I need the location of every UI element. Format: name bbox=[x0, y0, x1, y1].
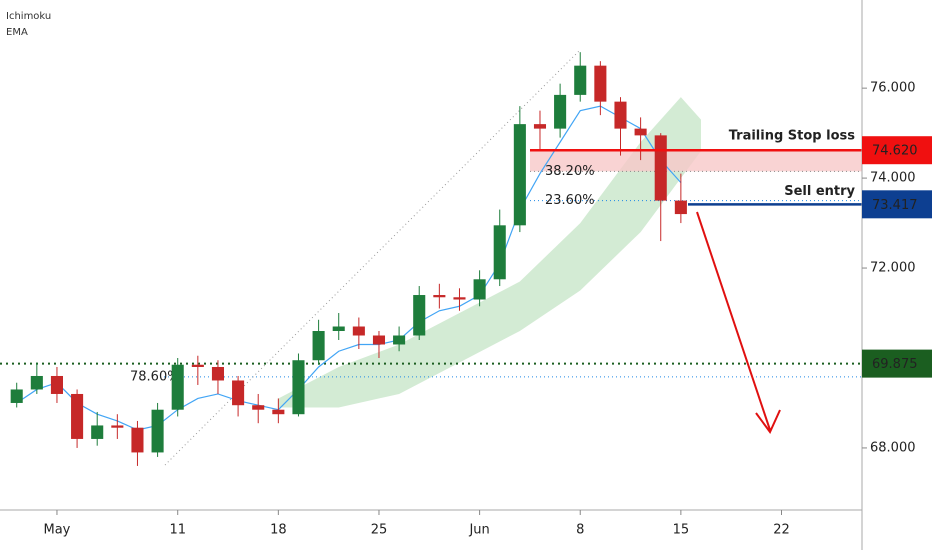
candle-body bbox=[332, 326, 345, 332]
candle-body bbox=[654, 135, 667, 201]
x-tick-label: May bbox=[44, 523, 71, 538]
indicator-label: EMA bbox=[6, 27, 28, 38]
x-tick-label: 25 bbox=[371, 523, 388, 538]
indicator-label: Ichimoku bbox=[6, 11, 51, 22]
y-tick-label: 74.000 bbox=[870, 171, 916, 186]
candle-body bbox=[10, 389, 23, 403]
level-layer: 38.20% 23.60% 78.60% bbox=[0, 150, 862, 384]
candle-body bbox=[473, 279, 486, 300]
candle-body bbox=[554, 94, 567, 129]
candle-body bbox=[634, 128, 647, 136]
price-box bbox=[862, 349, 932, 378]
fib-label: 78.60% bbox=[130, 369, 180, 384]
fib-label: 23.60% bbox=[545, 193, 595, 208]
candle-body bbox=[272, 409, 285, 415]
x-tick-label: 15 bbox=[673, 523, 690, 538]
candle-body bbox=[312, 331, 325, 361]
price-label: 74.620 bbox=[872, 144, 918, 159]
y-tick-label: 68.000 bbox=[870, 440, 916, 455]
candle-body bbox=[30, 375, 43, 390]
candle-body bbox=[252, 405, 265, 410]
candle-body bbox=[413, 295, 426, 336]
candle-body bbox=[171, 364, 184, 410]
price-box bbox=[862, 190, 932, 219]
sell-text: Sell entry bbox=[784, 184, 855, 199]
stop-text: Trailing Stop loss bbox=[729, 129, 856, 144]
candle-body bbox=[513, 124, 526, 226]
x-tick-label: 8 bbox=[576, 523, 584, 538]
candle-body bbox=[433, 295, 446, 298]
x-tick-label: Jun bbox=[468, 523, 489, 538]
candle-body bbox=[151, 409, 164, 453]
candle-body bbox=[594, 65, 607, 102]
arrow-head bbox=[755, 409, 781, 434]
y-tick-label: 72.000 bbox=[870, 261, 916, 276]
price-label: 69.875 bbox=[872, 357, 918, 372]
main-layer: Trailing Stop loss Sell entry bbox=[10, 52, 862, 466]
candle-body bbox=[614, 101, 627, 129]
candle-body bbox=[493, 225, 506, 280]
axis-layer: 68.000 72.000 74.000 76.000 74.620 73.417 69.8… bbox=[44, 81, 932, 538]
candle-body bbox=[50, 375, 63, 394]
candle-body bbox=[372, 335, 386, 345]
x-tick-label: 22 bbox=[773, 523, 790, 538]
stop-zone bbox=[530, 150, 862, 172]
candle-body bbox=[232, 380, 245, 406]
candle-body bbox=[453, 297, 466, 300]
candle-body bbox=[674, 200, 687, 215]
candle-body bbox=[91, 425, 104, 439]
ema-line bbox=[16, 105, 682, 431]
candle-body bbox=[352, 326, 365, 336]
price-label: 73.417 bbox=[872, 198, 918, 213]
candle-body bbox=[71, 393, 84, 439]
y-tick-label: 76.000 bbox=[870, 81, 916, 96]
candle-body bbox=[191, 364, 204, 367]
candle-body bbox=[574, 65, 587, 95]
price-box bbox=[862, 136, 932, 165]
candle-body bbox=[292, 360, 305, 415]
fib-label: 38.20% bbox=[545, 164, 595, 179]
candle-body bbox=[393, 335, 406, 345]
x-tick-label: 18 bbox=[270, 523, 287, 538]
candle-body bbox=[131, 427, 144, 453]
x-tick-label: 11 bbox=[169, 523, 186, 538]
candle-body bbox=[533, 124, 547, 129]
candle-body bbox=[211, 366, 225, 381]
arrow-shaft bbox=[696, 211, 771, 431]
candle-body bbox=[111, 425, 124, 428]
